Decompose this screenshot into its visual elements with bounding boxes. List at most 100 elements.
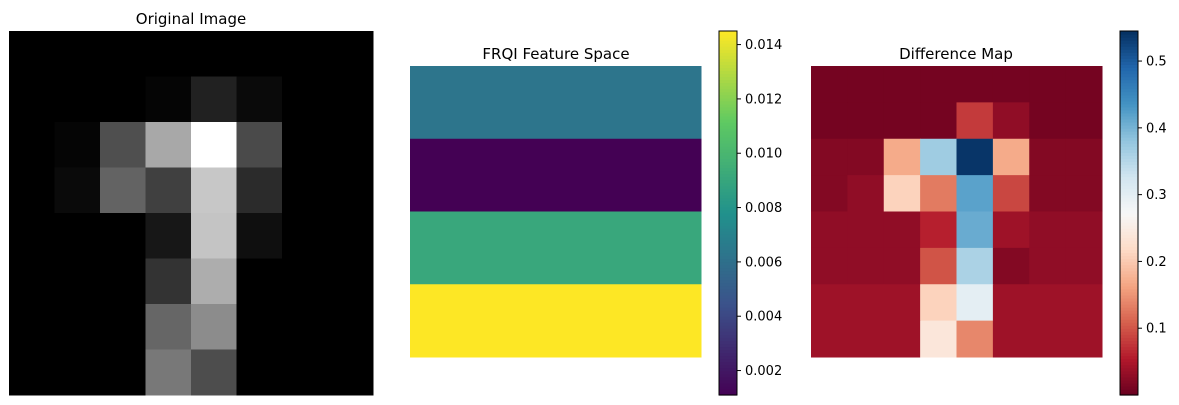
colorbar-segment: [719, 206, 737, 211]
colorbar-segment: [1120, 203, 1138, 208]
colorbar-segment: [1120, 291, 1138, 296]
colorbar-segment: [1120, 219, 1138, 223]
colorbar-segment: [1120, 328, 1138, 332]
colorbar-segment: [1120, 261, 1138, 266]
colorbar-segment: [1120, 31, 1138, 35]
colorbar-segment: [719, 167, 737, 172]
frqi-feature-heatmap: [410, 66, 702, 358]
difference-map-cell: [920, 211, 958, 249]
colorbar-segment: [719, 219, 737, 223]
original-image-cell: [54, 258, 101, 305]
colorbar-segment: [1120, 231, 1138, 235]
difference-map-cell: [920, 66, 958, 103]
original-image-cell: [9, 213, 55, 259]
colorbar-segment: [719, 85, 737, 90]
colorbar-segment: [1120, 361, 1138, 366]
original-image-cell: [100, 304, 146, 350]
difference-map-cell: [1065, 66, 1103, 103]
colorbar-segment: [719, 73, 737, 78]
original-image-cell: [282, 258, 328, 305]
colorbar-segment: [1120, 125, 1138, 129]
colorbar-segment: [719, 310, 737, 314]
colorbar-segment: [1120, 225, 1138, 229]
colorbar-segment: [1120, 222, 1138, 226]
difference-map-cell: [811, 138, 848, 176]
colorbar-segment: [1120, 334, 1138, 338]
colorbar-segment: [1120, 82, 1138, 87]
colorbar-segment: [719, 285, 737, 290]
difference-map-cell: [956, 247, 994, 285]
original-image-cell: [145, 167, 192, 214]
colorbar-segment: [719, 106, 737, 111]
colorbar-segment: [719, 349, 737, 354]
colorbar-segment: [1120, 170, 1138, 175]
colorbar-segment: [719, 155, 737, 159]
colorbar-segment: [719, 112, 737, 117]
colorbar-segment: [1120, 367, 1138, 372]
difference-map-cell: [1065, 247, 1103, 285]
colorbar-segment: [1120, 382, 1138, 387]
colorbar-segment: [719, 243, 737, 247]
difference-map-cell: [883, 66, 921, 103]
original-image-cell: [191, 258, 237, 305]
colorbar-segment: [719, 46, 737, 50]
colorbar-segment: [719, 149, 737, 153]
colorbar-segment: [719, 67, 737, 72]
colorbar-segment: [1120, 67, 1138, 72]
original-image-cell: [100, 76, 146, 123]
original-image-cell: [191, 304, 237, 350]
colorbar-segment: [1120, 252, 1138, 257]
colorbar-tick-label: 0.4: [1146, 121, 1167, 136]
colorbar-segment: [719, 91, 737, 96]
colorbar-segment: [719, 82, 737, 87]
difference-map-cell: [1065, 211, 1103, 249]
difference-colorbar: 0.1 0.2 0.3 0.4 0.5: [1119, 30, 1167, 396]
colorbar-frame: [1119, 30, 1139, 396]
colorbar-segment: [719, 31, 737, 35]
colorbar-segment: [719, 291, 737, 296]
original-image-cell: [282, 122, 328, 168]
colorbar-segment: [1120, 34, 1138, 38]
difference-map-cell: [956, 66, 994, 103]
difference-map-cell: [811, 320, 848, 358]
colorbar-segment: [719, 388, 737, 393]
colorbar-segment: [719, 55, 737, 59]
colorbar-segment: [1120, 337, 1138, 341]
colorbar-tick-label: 0.004: [745, 310, 782, 325]
original-image-cell: [236, 349, 283, 396]
colorbar-segment: [1120, 134, 1138, 138]
difference-map-cell: [883, 138, 921, 176]
original-image-cell: [327, 258, 374, 305]
colorbar-segment: [1120, 300, 1138, 305]
difference-map-cell: [992, 66, 1030, 103]
colorbar-segment: [1120, 79, 1138, 84]
colorbar-segment: [719, 182, 737, 187]
colorbar-segment: [1120, 197, 1138, 202]
colorbar-segment: [1120, 109, 1138, 114]
difference-map-cell: [956, 320, 994, 358]
colorbar-segment: [719, 373, 737, 378]
original-image-cell: [327, 76, 374, 123]
difference-map-cell: [847, 284, 885, 322]
difference-map-cell: [811, 284, 848, 322]
difference-map-cell: [811, 175, 848, 213]
original-image-cell: [282, 31, 328, 77]
colorbar-segment: [1120, 49, 1138, 53]
colorbar-segment: [1120, 76, 1138, 81]
colorbar-segment: [719, 358, 737, 363]
difference-map-cell: [883, 284, 921, 322]
difference-map-cell: [883, 211, 921, 249]
original-image-cell: [9, 167, 55, 214]
colorbar-segment: [719, 203, 737, 208]
colorbar-segment: [719, 316, 737, 320]
original-image-cell: [9, 258, 55, 305]
colorbar-segment: [1120, 288, 1138, 293]
colorbar-segment: [719, 191, 737, 196]
difference-map-cell: [1029, 211, 1067, 249]
original-image-cell: [327, 349, 374, 396]
colorbar-segment: [719, 43, 737, 47]
colorbar-segment: [719, 391, 737, 396]
original-image-cell: [282, 167, 328, 214]
difference-map-cell: [920, 284, 958, 322]
